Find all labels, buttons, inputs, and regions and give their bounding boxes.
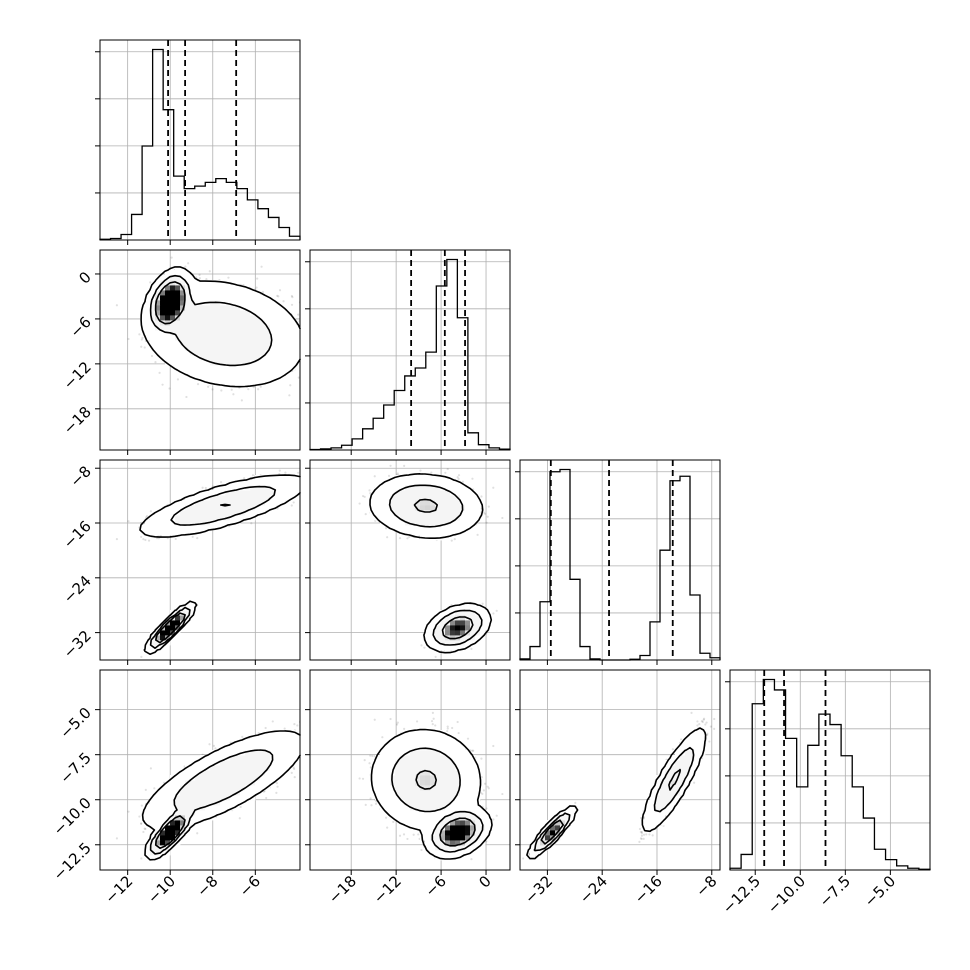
scatter-point xyxy=(307,331,309,333)
scatter-point xyxy=(276,294,279,297)
scatter-point xyxy=(290,303,294,306)
scatter-point xyxy=(187,262,190,265)
scatter-point xyxy=(211,388,214,391)
scatter-point xyxy=(196,383,200,386)
scatter-point xyxy=(304,337,306,339)
scatter-point xyxy=(176,378,180,381)
scatter-point xyxy=(261,290,265,294)
scatter-point xyxy=(330,362,332,364)
scatter-point xyxy=(227,276,230,279)
scatter-point xyxy=(290,294,293,298)
scatter-point xyxy=(185,395,188,399)
scatter-point xyxy=(300,352,302,354)
scatter-point xyxy=(304,381,306,383)
panel-frame xyxy=(309,249,511,451)
panel-frame xyxy=(729,669,931,871)
scatter-point xyxy=(255,286,258,289)
scatter-point xyxy=(140,345,143,348)
scatter-point xyxy=(307,339,309,341)
scatter-point xyxy=(321,368,323,370)
scatter-point xyxy=(143,346,146,349)
scatter-point xyxy=(282,300,285,303)
scatter-point xyxy=(305,325,307,327)
scatter-point xyxy=(256,277,259,280)
scatter-point xyxy=(297,376,300,379)
x-tick-label: −7.5 xyxy=(816,872,854,910)
scatter-point xyxy=(207,385,210,388)
scatter-point xyxy=(205,277,208,281)
scatter-point xyxy=(277,295,280,298)
scatter-point xyxy=(208,270,211,273)
scatter-panel-1-0: −18 −12 −6 0 xyxy=(60,249,332,455)
scatter-point xyxy=(138,333,141,336)
scatter-point xyxy=(154,361,157,364)
histogram-step xyxy=(309,258,511,451)
scatter-point xyxy=(170,256,173,259)
x-tick-label: −12.5 xyxy=(719,872,764,917)
scatter-point xyxy=(184,265,187,268)
scatter-point xyxy=(220,389,223,392)
scatter-point xyxy=(115,304,119,307)
scatter-point xyxy=(198,277,201,280)
histogram-panel-2 xyxy=(515,459,721,665)
panel-frame xyxy=(519,459,721,661)
scatter-point xyxy=(317,370,319,372)
scatter-point xyxy=(302,343,304,345)
scatter-point xyxy=(161,383,164,386)
scatter-point xyxy=(141,336,144,339)
scatter-point xyxy=(260,265,263,268)
scatter-point xyxy=(252,385,255,389)
panel-frame xyxy=(99,39,301,241)
x-tick-label: −5.0 xyxy=(861,872,899,910)
scatter-point xyxy=(198,273,201,277)
scatter-point xyxy=(278,289,282,292)
histogram-panel-0 xyxy=(95,39,301,245)
scatter-point xyxy=(150,354,154,358)
histogram-panel-3: −12.5 −10.0 −7.5 −5.0 xyxy=(719,669,931,917)
scatter-point xyxy=(291,296,294,299)
scatter-point xyxy=(168,387,171,390)
scatter-point xyxy=(149,281,152,284)
y-tick-label: −12 xyxy=(60,358,95,393)
scatter-point xyxy=(288,394,291,397)
y-tick-label: 0 xyxy=(75,268,94,287)
scatter-point xyxy=(297,313,300,316)
scatter-point xyxy=(230,388,233,391)
scatter-point xyxy=(240,399,243,402)
histogram-panel-1 xyxy=(305,249,511,455)
scatter-point xyxy=(306,311,308,313)
histogram-step xyxy=(729,678,931,870)
scatter-point xyxy=(259,385,262,388)
scatter-point xyxy=(289,384,292,387)
scatter-point xyxy=(232,393,235,396)
scatter-point xyxy=(158,371,161,374)
y-tick-label: −18 xyxy=(60,403,95,438)
scatter-point xyxy=(247,388,250,391)
y-tick-label: −6 xyxy=(66,313,94,341)
scatter-point xyxy=(140,338,143,341)
scatter-point xyxy=(304,300,306,302)
scatter-point xyxy=(300,353,302,355)
histogram-step xyxy=(99,48,301,240)
scatter-point xyxy=(127,337,130,341)
scatter-point xyxy=(302,361,304,363)
x-tick-label: −10.0 xyxy=(764,872,809,917)
scatter-point xyxy=(257,388,260,391)
